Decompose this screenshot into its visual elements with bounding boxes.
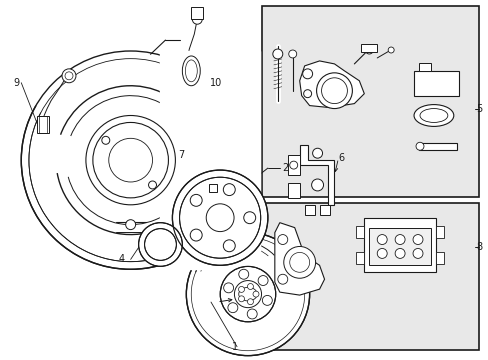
Circle shape [387, 47, 393, 53]
Polygon shape [274, 223, 324, 295]
Circle shape [102, 136, 109, 144]
Bar [262, 203, 478, 350]
Circle shape [283, 247, 315, 278]
Bar [418, 143, 456, 150]
Bar [209, 184, 217, 192]
Circle shape [206, 204, 234, 231]
Circle shape [190, 229, 202, 241]
Circle shape [62, 69, 76, 83]
Circle shape [316, 73, 352, 109]
Circle shape [288, 50, 296, 58]
Circle shape [247, 284, 253, 289]
Circle shape [258, 275, 267, 285]
Circle shape [415, 142, 423, 150]
Bar [356, 226, 364, 238]
Circle shape [247, 309, 257, 319]
Circle shape [247, 299, 253, 305]
Bar [368, 228, 430, 265]
Bar [37, 116, 49, 133]
Circle shape [238, 269, 248, 279]
Circle shape [252, 291, 259, 297]
Circle shape [223, 240, 235, 252]
Text: 9: 9 [13, 78, 20, 88]
Circle shape [412, 248, 422, 258]
Text: 10: 10 [210, 78, 222, 88]
Circle shape [190, 194, 202, 206]
Circle shape [394, 235, 404, 244]
Circle shape [125, 220, 135, 230]
Text: 3: 3 [224, 187, 230, 197]
Bar [191, 7, 203, 19]
Circle shape [277, 274, 287, 284]
Circle shape [238, 287, 244, 292]
Ellipse shape [182, 56, 200, 86]
Bar [418, 63, 430, 71]
Bar [39, 116, 47, 133]
Circle shape [289, 161, 297, 169]
Bar [262, 6, 478, 197]
Circle shape [234, 280, 261, 308]
Circle shape [138, 223, 182, 266]
Circle shape [376, 248, 386, 258]
Bar [435, 252, 443, 264]
Circle shape [186, 233, 309, 356]
Ellipse shape [413, 105, 453, 126]
Circle shape [312, 148, 322, 158]
Text: 2: 2 [281, 163, 287, 173]
Circle shape [223, 184, 235, 195]
Circle shape [272, 49, 282, 59]
Circle shape [277, 235, 287, 244]
Bar [304, 205, 314, 215]
Circle shape [394, 248, 404, 258]
Circle shape [376, 235, 386, 244]
Polygon shape [299, 145, 334, 205]
Circle shape [21, 51, 240, 269]
Text: 6: 6 [338, 153, 344, 163]
Circle shape [302, 69, 312, 79]
Circle shape [86, 116, 175, 205]
Bar [319, 205, 329, 215]
Circle shape [220, 266, 275, 322]
Bar [361, 44, 376, 52]
Polygon shape [160, 51, 260, 269]
Circle shape [144, 229, 176, 260]
Bar [287, 183, 299, 198]
Bar [364, 218, 435, 272]
Bar [435, 226, 443, 238]
Text: 7: 7 [178, 150, 184, 160]
Bar [413, 71, 458, 96]
Text: 1: 1 [232, 342, 238, 352]
Circle shape [192, 14, 202, 24]
Circle shape [412, 235, 422, 244]
Circle shape [303, 90, 311, 98]
Circle shape [311, 179, 323, 191]
Circle shape [262, 296, 272, 305]
Circle shape [223, 283, 233, 293]
Circle shape [179, 177, 260, 258]
Circle shape [365, 46, 372, 54]
Text: 8: 8 [476, 243, 482, 252]
Circle shape [243, 212, 255, 224]
Circle shape [227, 303, 237, 312]
Text: 4: 4 [119, 255, 124, 264]
Text: 5: 5 [476, 104, 482, 113]
Bar [356, 252, 364, 264]
Circle shape [238, 296, 244, 302]
Circle shape [148, 181, 156, 189]
Circle shape [172, 170, 267, 265]
Bar [287, 155, 299, 175]
Polygon shape [299, 61, 364, 108]
